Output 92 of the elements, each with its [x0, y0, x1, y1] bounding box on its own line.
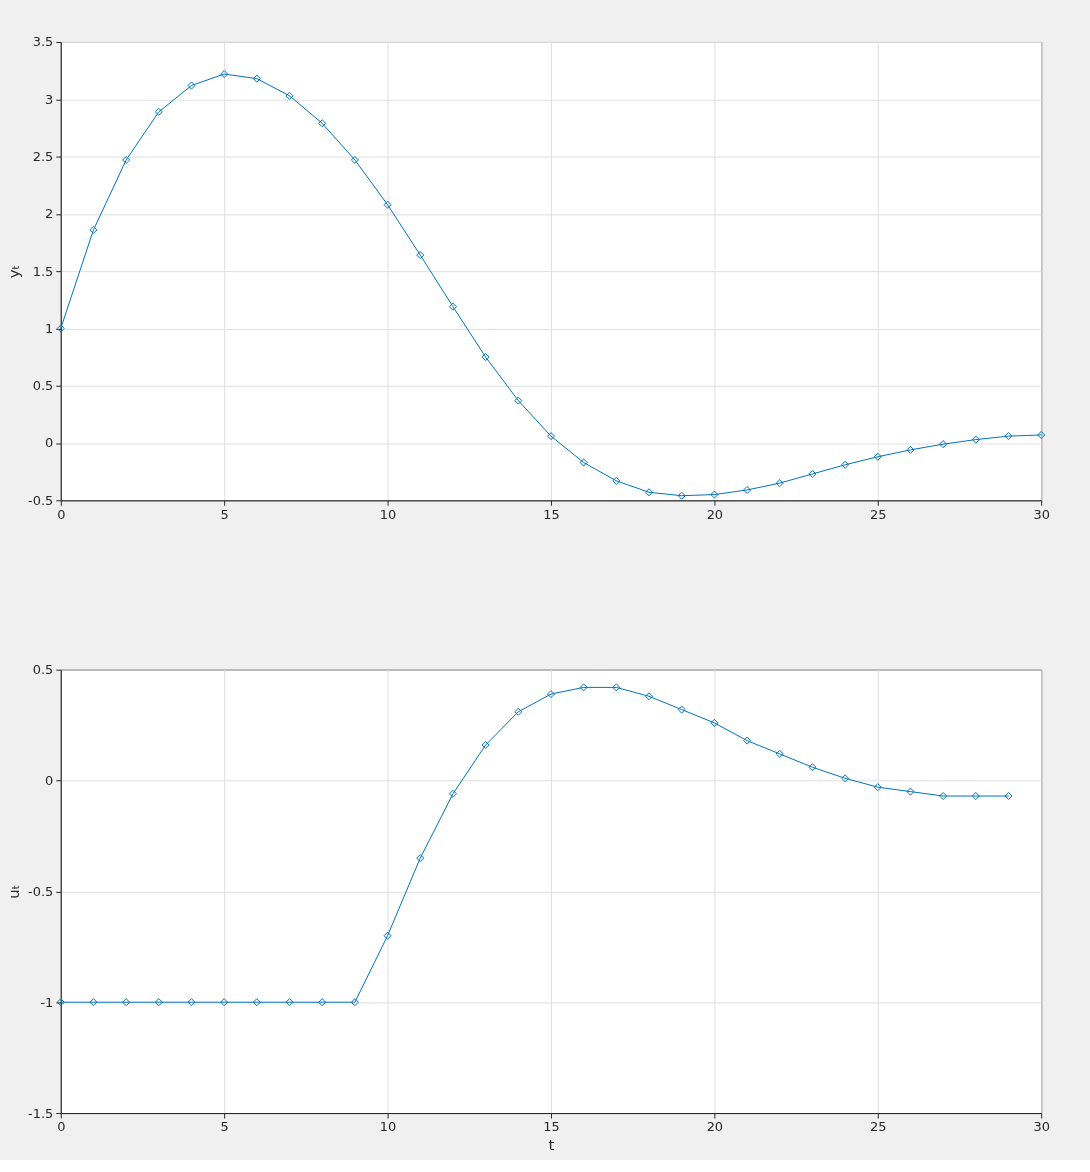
- point: [775, 749, 784, 758]
- point: [841, 774, 850, 783]
- point: [645, 488, 654, 497]
- point: [154, 998, 163, 1007]
- y-tick-label: 2.5: [32, 149, 54, 165]
- point: [743, 485, 752, 494]
- y-tick-label: 3.5: [32, 34, 54, 50]
- point: [122, 155, 131, 165]
- y-tick-label: -0.5: [28, 492, 54, 508]
- y-tick-label: 1.5: [32, 263, 54, 279]
- point: [383, 931, 392, 940]
- x-tick-label: 10: [379, 1119, 397, 1135]
- point: [154, 107, 163, 116]
- point: [939, 440, 948, 449]
- x-tick-label: 15: [543, 506, 560, 522]
- point: [546, 432, 555, 441]
- point: [677, 705, 686, 714]
- point: [448, 302, 457, 311]
- x-tick-label: 25: [870, 1119, 887, 1135]
- point: [873, 783, 882, 792]
- point: [56, 324, 65, 333]
- point: [1004, 432, 1013, 441]
- point: [448, 789, 457, 798]
- point: [579, 683, 588, 692]
- y-tick-label: 0: [45, 773, 54, 788]
- y-tick-label: 2: [45, 206, 54, 222]
- point: [906, 445, 915, 454]
- x-tick-label: 0: [57, 506, 66, 522]
- x-tick-label: 25: [870, 506, 887, 522]
- point: [122, 998, 131, 1007]
- point: [514, 707, 523, 716]
- y-tick-label: -1.5: [28, 1105, 54, 1121]
- point: [285, 998, 294, 1007]
- point: [220, 70, 229, 79]
- y-tick-label: 1: [45, 320, 54, 336]
- point: [546, 690, 555, 699]
- point: [187, 998, 196, 1007]
- point: [579, 458, 588, 467]
- point: [89, 998, 98, 1007]
- point: [56, 998, 65, 1007]
- point: [514, 396, 523, 405]
- point: [383, 200, 392, 209]
- point: [416, 251, 425, 260]
- point: [971, 435, 980, 444]
- point: [89, 225, 98, 234]
- y-axis-title: uₜ: [5, 884, 24, 899]
- point: [645, 692, 654, 701]
- point: [1004, 792, 1013, 801]
- point: [743, 736, 752, 745]
- point: [318, 119, 327, 128]
- point: [808, 763, 817, 772]
- point: [220, 998, 229, 1007]
- y-tick-label: -1: [40, 994, 54, 1010]
- point: [187, 81, 196, 90]
- y-tick-label: 0.5: [32, 662, 54, 678]
- point: [481, 741, 490, 750]
- point: [252, 998, 261, 1007]
- y-tick-label: -0.5: [28, 883, 54, 899]
- point: [906, 787, 915, 796]
- x-axis-title: t: [548, 1136, 555, 1155]
- x-tick-label: 30: [1033, 1119, 1050, 1135]
- x-tick-label: 20: [706, 1119, 724, 1135]
- point: [1037, 430, 1046, 440]
- point: [612, 683, 621, 692]
- x-tick-label: 15: [543, 1119, 560, 1135]
- point: [481, 353, 490, 362]
- point: [416, 854, 425, 863]
- point: [677, 491, 686, 500]
- point: [808, 469, 817, 478]
- x-tick-label: 20: [706, 506, 724, 522]
- point: [710, 490, 719, 499]
- x-tick-label: 10: [379, 506, 397, 522]
- y-tick-label: 0.5: [32, 378, 54, 394]
- y-axis-title: yₜ: [5, 265, 24, 279]
- point: [285, 91, 294, 100]
- point: [873, 452, 882, 461]
- point: [841, 460, 850, 469]
- x-tick-label: 5: [220, 506, 229, 522]
- point: [710, 718, 719, 727]
- point: [350, 155, 359, 165]
- y-tick-label: 3: [45, 91, 54, 107]
- y-tick-label: 0: [45, 435, 54, 451]
- point: [971, 792, 980, 801]
- point: [252, 74, 261, 83]
- x-tick-label: 30: [1033, 506, 1050, 522]
- point: [318, 998, 327, 1007]
- x-tick-label: 5: [220, 1119, 229, 1135]
- point: [350, 998, 359, 1007]
- point: [939, 792, 948, 801]
- point: [612, 476, 621, 485]
- point: [775, 479, 784, 488]
- x-tick-label: 0: [57, 1119, 66, 1135]
